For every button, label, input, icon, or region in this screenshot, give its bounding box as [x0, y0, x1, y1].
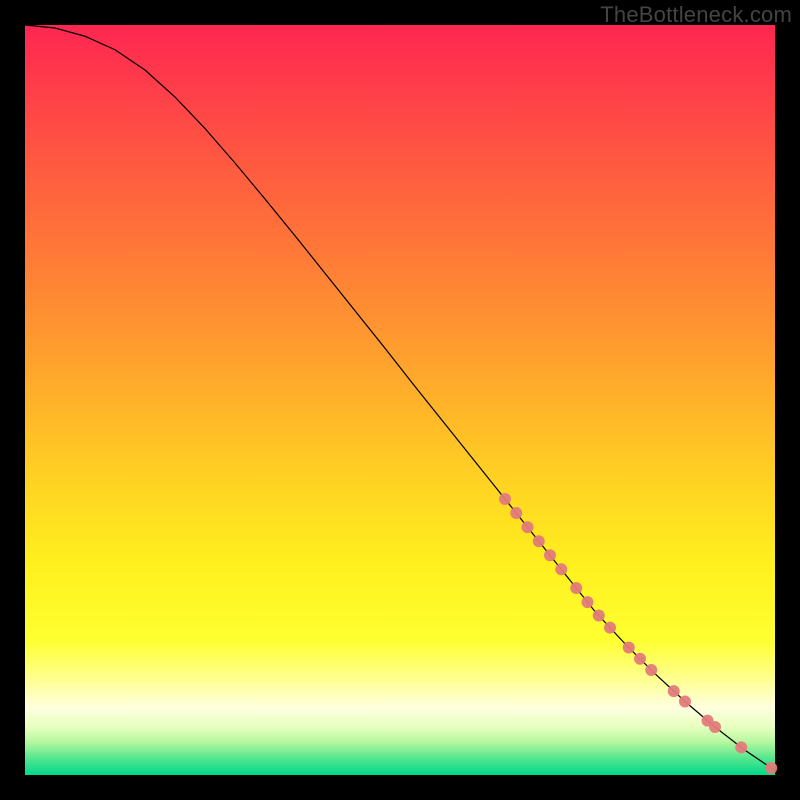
data-marker	[668, 685, 680, 697]
data-marker	[593, 610, 605, 622]
data-marker	[765, 762, 777, 774]
data-marker	[499, 493, 511, 505]
data-marker	[735, 741, 747, 753]
data-marker	[522, 521, 534, 533]
data-marker	[582, 596, 594, 608]
data-marker	[623, 642, 635, 654]
chart-stage: TheBottleneck.com	[0, 0, 800, 800]
data-marker	[709, 721, 721, 733]
data-marker	[510, 507, 522, 519]
data-marker	[604, 622, 616, 634]
data-marker	[679, 696, 691, 708]
data-marker	[544, 549, 556, 561]
bottleneck-chart	[0, 0, 800, 800]
watermark-text: TheBottleneck.com	[600, 2, 792, 28]
plot-background	[25, 25, 775, 775]
data-marker	[634, 653, 646, 665]
data-marker	[555, 563, 567, 575]
data-marker	[570, 582, 582, 594]
data-marker	[645, 664, 657, 676]
data-marker	[533, 535, 545, 547]
